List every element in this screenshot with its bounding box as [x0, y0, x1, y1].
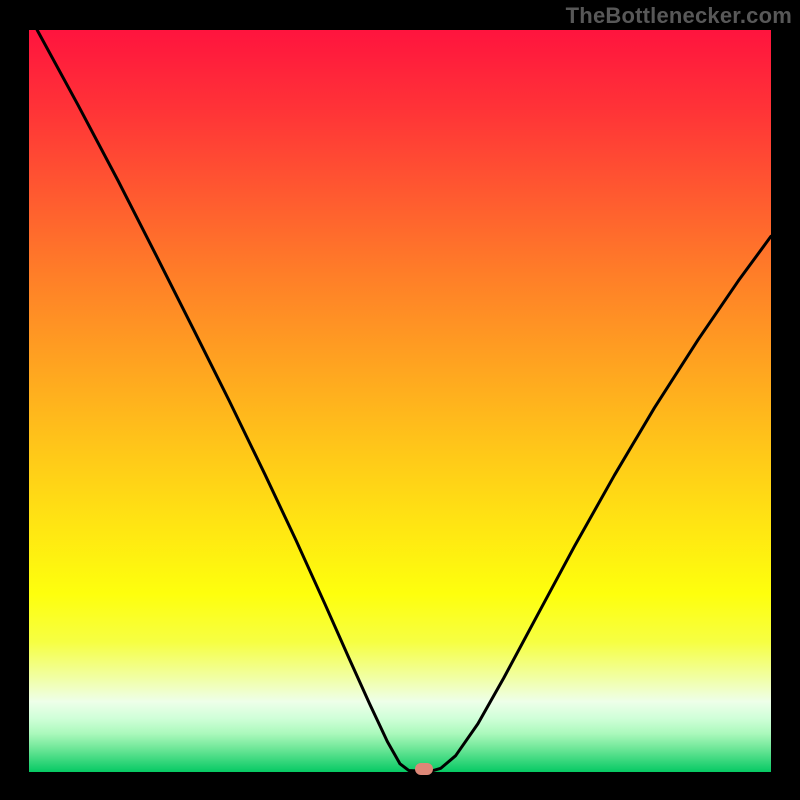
watermark-text: TheBottlenecker.com [566, 3, 792, 29]
min-marker [415, 763, 433, 775]
curve-svg [29, 30, 771, 772]
chart-frame: TheBottlenecker.com [0, 0, 800, 800]
plot-area [29, 30, 771, 772]
